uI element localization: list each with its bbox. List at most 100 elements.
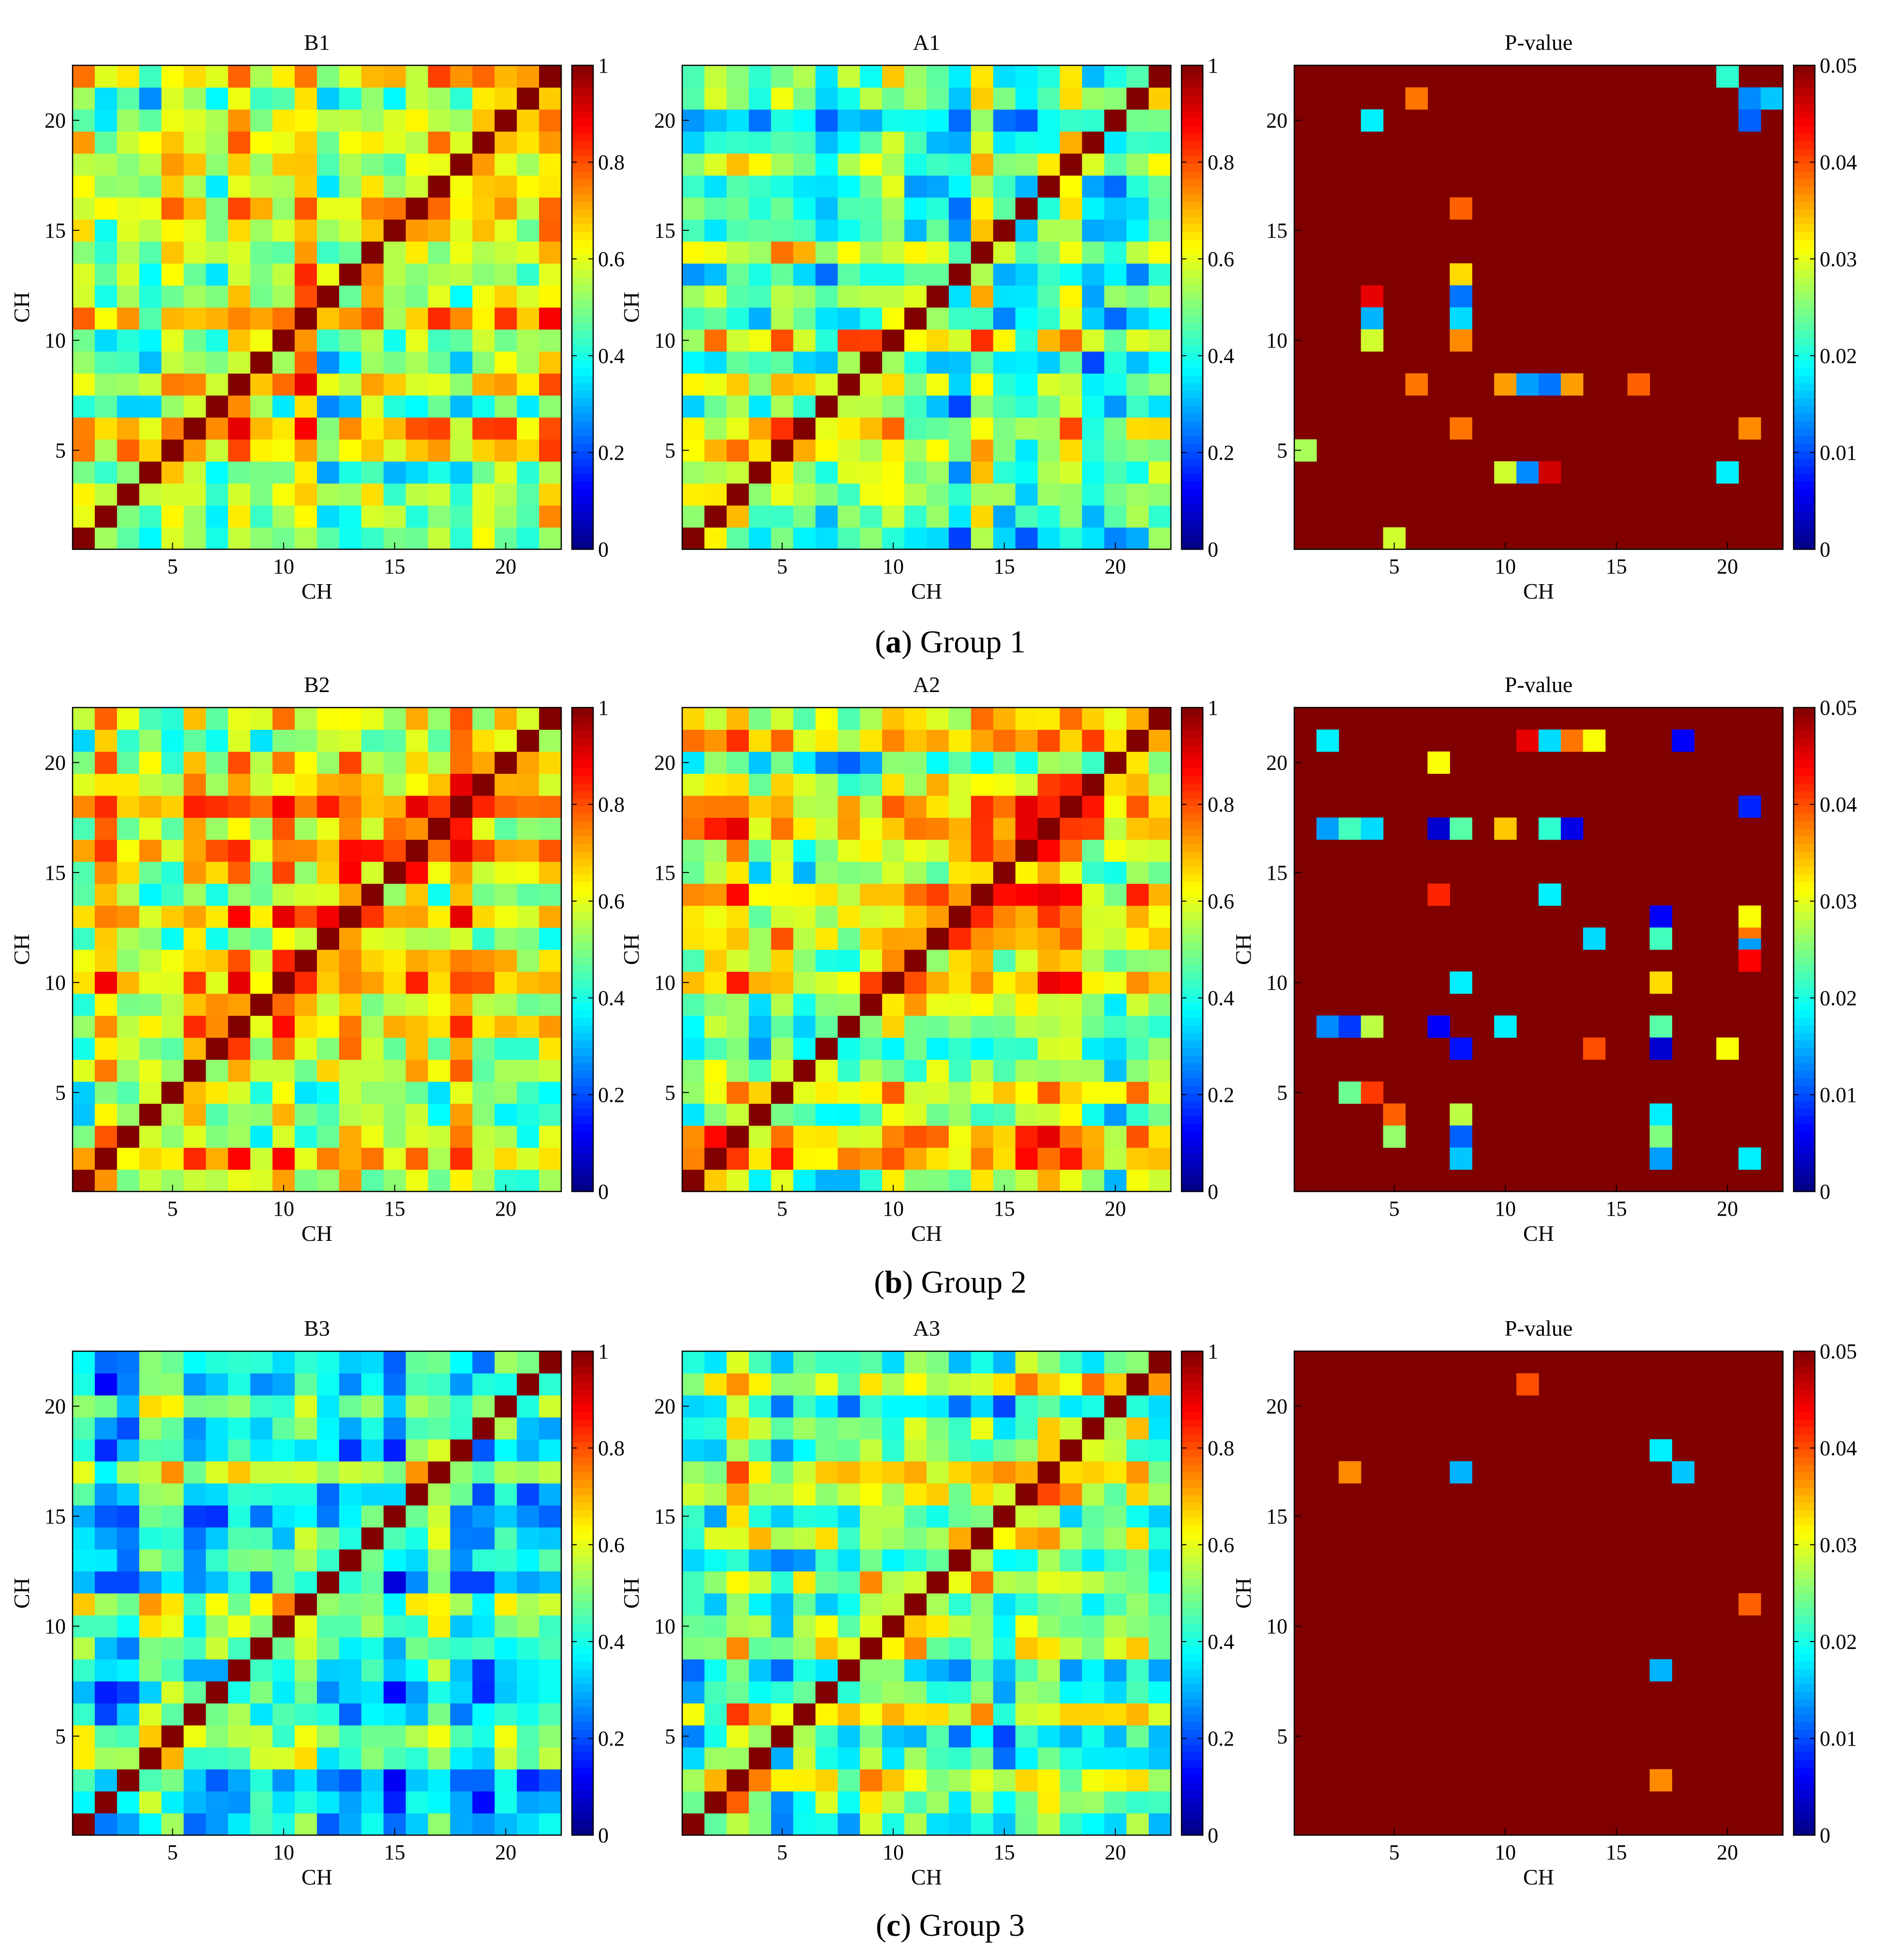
heatmap-cell	[73, 950, 95, 972]
colorbar-segment	[572, 527, 593, 535]
heatmap-cell	[94, 883, 118, 906]
heatmap-cell	[927, 1703, 949, 1726]
colorbar-segment	[1182, 466, 1203, 474]
heatmap-cell	[383, 1593, 406, 1616]
colorbar-segment	[1182, 1812, 1203, 1821]
heatmap-cell	[993, 1791, 1016, 1814]
heatmap-cell	[317, 751, 340, 774]
heatmap-cell	[682, 351, 705, 374]
y-tick-label: 5	[55, 1081, 66, 1104]
heatmap-cell	[517, 905, 539, 928]
colorbar-segment	[572, 1169, 593, 1177]
heatmap-cell	[1494, 817, 1517, 840]
heatmap-cell	[361, 373, 384, 396]
heatmap-cell	[1060, 1373, 1082, 1396]
heatmap-cell	[1060, 263, 1082, 286]
colorbar-segment	[1182, 980, 1203, 988]
heatmap-cell	[771, 1125, 794, 1148]
heatmap-cell	[250, 483, 273, 506]
heatmap-cell	[1082, 505, 1105, 528]
heatmap-cell	[295, 1681, 317, 1704]
heatmap-cell	[73, 175, 95, 198]
colorbar-segment	[1794, 874, 1815, 882]
heatmap-cell	[904, 1505, 927, 1528]
colorbar-segment	[572, 1578, 593, 1586]
heatmap-cell	[472, 1725, 495, 1748]
heatmap-cell	[1104, 153, 1127, 176]
colorbar-segment	[1182, 995, 1203, 1003]
heatmap-cell	[1126, 439, 1149, 462]
heatmap-cell	[206, 1527, 228, 1550]
heatmap-cell	[971, 1103, 994, 1126]
heatmap-cell	[971, 751, 994, 774]
heatmap-cell	[726, 373, 749, 396]
heatmap-cell	[1015, 461, 1038, 484]
colorbar-segment	[1182, 1744, 1203, 1752]
heatmap-cell	[1149, 87, 1171, 110]
heatmap-cell	[339, 1417, 362, 1440]
heatmap-cell	[1015, 1571, 1038, 1594]
heatmap-cell	[860, 175, 883, 198]
heatmap-cell	[860, 927, 883, 950]
colorbar-segment	[1182, 1494, 1203, 1503]
heatmap-cell	[815, 1037, 838, 1060]
colorbar-segment	[1182, 292, 1203, 301]
heatmap-cell	[272, 1103, 295, 1126]
heatmap-cell	[1060, 950, 1082, 972]
heatmap-cell	[1627, 373, 1650, 396]
colorbar-segment	[1794, 715, 1815, 724]
heatmap-cell	[927, 263, 949, 286]
heatmap-cell	[94, 285, 118, 308]
heatmap-cell	[450, 1351, 473, 1374]
heatmap-cell	[139, 153, 162, 176]
heatmap-cell	[539, 950, 562, 972]
heatmap-cell	[1405, 87, 1428, 110]
heatmap-cell	[250, 329, 273, 352]
heatmap-cell	[139, 395, 162, 418]
heatmap-cell	[161, 1505, 184, 1528]
colorbar-tick-label: 0	[598, 1824, 609, 1847]
heatmap-cell	[295, 329, 317, 352]
heatmap-cell	[815, 417, 838, 440]
heatmap-cell	[1037, 175, 1061, 198]
heatmap-cell	[1149, 439, 1171, 462]
colorbar-segment	[1794, 730, 1815, 739]
heatmap-cell	[117, 1813, 140, 1836]
colorbar-segment	[1182, 421, 1203, 429]
heatmap-cell	[838, 461, 860, 484]
heatmap-cell	[472, 131, 495, 154]
heatmap-cell	[339, 307, 362, 330]
colorbar-segment	[1794, 1070, 1815, 1079]
heatmap-cell	[1015, 1417, 1038, 1440]
heatmap-cell	[704, 1813, 727, 1836]
heatmap-cell	[450, 373, 473, 396]
heatmap-cell	[1015, 505, 1038, 528]
heatmap-cell	[1082, 1483, 1105, 1506]
heatmap-cell	[405, 483, 429, 506]
heatmap-cell	[904, 1147, 927, 1170]
colorbar-segment	[1182, 1169, 1203, 1177]
heatmap-cell	[94, 1747, 118, 1770]
heatmap-cell	[993, 1103, 1016, 1126]
heatmap-cell	[1450, 1103, 1472, 1126]
heatmap-cell	[1037, 1549, 1061, 1572]
colorbar-segment	[1794, 1479, 1815, 1488]
heatmap-cell	[428, 461, 451, 484]
heatmap-cell	[428, 1813, 451, 1836]
heatmap-cell	[993, 883, 1016, 906]
heatmap-cell	[882, 373, 905, 396]
heatmap-cell	[183, 1747, 207, 1770]
colorbar-segment	[1182, 1600, 1203, 1609]
heatmap-cell	[339, 1527, 362, 1550]
heatmap-cell	[1149, 839, 1171, 862]
heatmap-cell	[904, 1615, 927, 1638]
heatmap-cell	[927, 395, 949, 418]
heatmap-cell	[1037, 993, 1061, 1016]
heatmap-cell	[971, 1059, 994, 1082]
colorbar-segment	[1182, 1608, 1203, 1616]
heatmap-cell	[904, 861, 927, 884]
heatmap-cell	[317, 527, 340, 550]
colorbar-segment	[1794, 360, 1815, 368]
heatmap-cell	[94, 729, 118, 752]
